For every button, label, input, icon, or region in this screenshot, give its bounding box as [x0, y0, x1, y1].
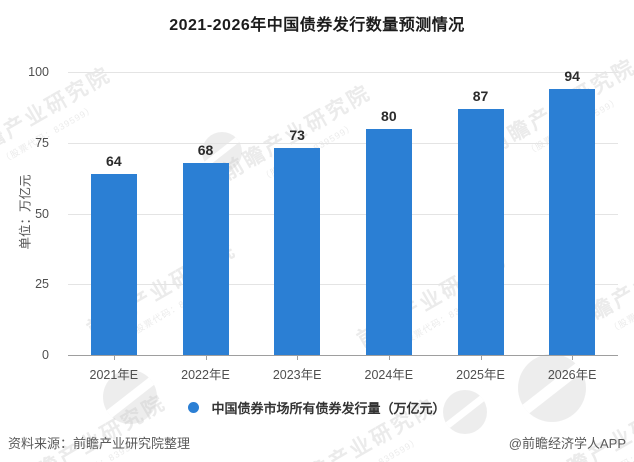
- y-tick-label: 75: [35, 135, 49, 150]
- bar: [457, 108, 504, 355]
- legend: 中国债券市场所有债券发行量（万亿元）: [0, 398, 634, 417]
- x-tick-label: 2021年E: [89, 368, 139, 382]
- x-axis-tick: [480, 355, 482, 360]
- x-tick-label: 2024年E: [364, 368, 414, 382]
- gridline: [68, 284, 618, 286]
- footer: 资料来源：前瞻产业研究院整理 @前瞻经济学人APP: [8, 433, 626, 452]
- x-tick-label: 2026年E: [547, 368, 597, 382]
- x-axis-line: [68, 355, 618, 356]
- y-tick-label: 0: [42, 348, 49, 362]
- x-axis-tick: [297, 355, 299, 360]
- bar: [274, 148, 321, 355]
- x-axis-tick: [388, 355, 390, 360]
- bar-value-label: 87: [472, 87, 489, 104]
- x-axis-tick: [113, 355, 115, 360]
- x-tick-label: 2023年E: [272, 368, 322, 382]
- x-axis-tick: [205, 355, 207, 360]
- bar-value-label: 80: [381, 107, 397, 124]
- legend-marker-circle-icon: [188, 402, 200, 413]
- plot-area: 64 2021年E 68 2022年E 73 2023年E 80 2024年E 87 2025年E…: [68, 68, 618, 382]
- x-axis-tick: [572, 355, 574, 360]
- y-tick-label: 50: [35, 206, 49, 221]
- gridline: [68, 142, 618, 144]
- y-tick-label: 100: [28, 65, 49, 79]
- source-text: 资料来源：前瞻产业研究院整理: [8, 436, 191, 451]
- credit-text: @前瞻经济学人APP: [508, 436, 626, 451]
- gridline: [68, 72, 618, 73]
- bar: [365, 128, 412, 355]
- chart-title: 2021-2026年中国债券发行数量预测情况: [169, 17, 465, 34]
- legend-label: 中国债券市场所有债券发行量（万亿元）: [211, 401, 446, 416]
- x-tick-label: 2022年E: [181, 368, 230, 382]
- y-tick-label: 25: [35, 277, 49, 292]
- gridline: [68, 213, 618, 215]
- bar-value-label: 73: [289, 127, 305, 144]
- y-axis-labels: 0 25 50 75 100: [0, 65, 58, 362]
- x-tick-label: 2025年E: [456, 368, 505, 382]
- bar-value-label: 94: [564, 67, 580, 84]
- bar: [182, 162, 229, 355]
- bar: [90, 173, 137, 355]
- bar-value-label: 68: [197, 141, 214, 158]
- bar: [549, 88, 596, 355]
- bar-value-label: 64: [106, 152, 122, 169]
